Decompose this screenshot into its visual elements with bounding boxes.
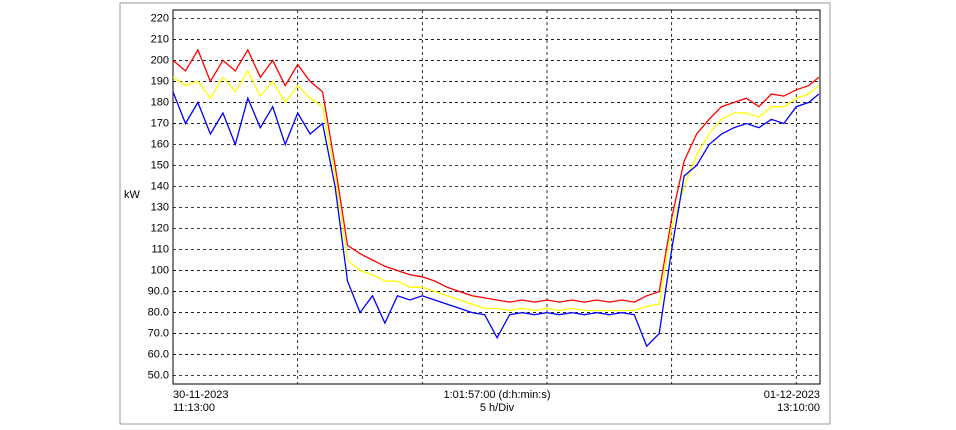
y-tick-label: 210 — [151, 33, 169, 45]
y-tick-label: 90.0 — [148, 285, 169, 297]
y-tick-label: 160 — [151, 138, 169, 150]
y-axis-label: kW — [124, 189, 141, 201]
y-tick-label: 120 — [151, 222, 169, 234]
y-tick-label: 200 — [151, 54, 169, 66]
y-tick-label: 110 — [151, 243, 169, 255]
x-end-date: 01-12-2023 — [764, 389, 820, 401]
data-line — [172, 69, 820, 312]
x-division-label: 5 h/Div — [480, 402, 515, 414]
data-line — [172, 91, 820, 348]
y-tick-label: 220 — [151, 12, 169, 24]
x-end-time: 13:10:00 — [777, 402, 820, 414]
y-tick-label: 140 — [151, 180, 169, 192]
y-tick-label: 180 — [151, 96, 169, 108]
y-tick-label: 100 — [151, 264, 169, 276]
data-line — [172, 48, 820, 303]
y-tick-label: 50.0 — [148, 370, 169, 382]
y-tick-label: 130 — [151, 201, 169, 213]
y-tick-label: 170 — [151, 117, 169, 129]
y-tick-label: 80.0 — [148, 306, 169, 318]
x-span-label: 1:01:57:00 (d:h:min:s) — [443, 389, 550, 401]
y-tick-label: 190 — [151, 75, 169, 87]
y-tick-label: 60.0 — [148, 348, 169, 360]
x-start-date: 30-11-2023 — [173, 389, 228, 401]
x-start-time: 11:13:00 — [173, 402, 215, 414]
y-tick-label: 70.0 — [148, 327, 169, 339]
plot-area — [172, 9, 821, 385]
y-tick-label: 150 — [151, 159, 169, 171]
